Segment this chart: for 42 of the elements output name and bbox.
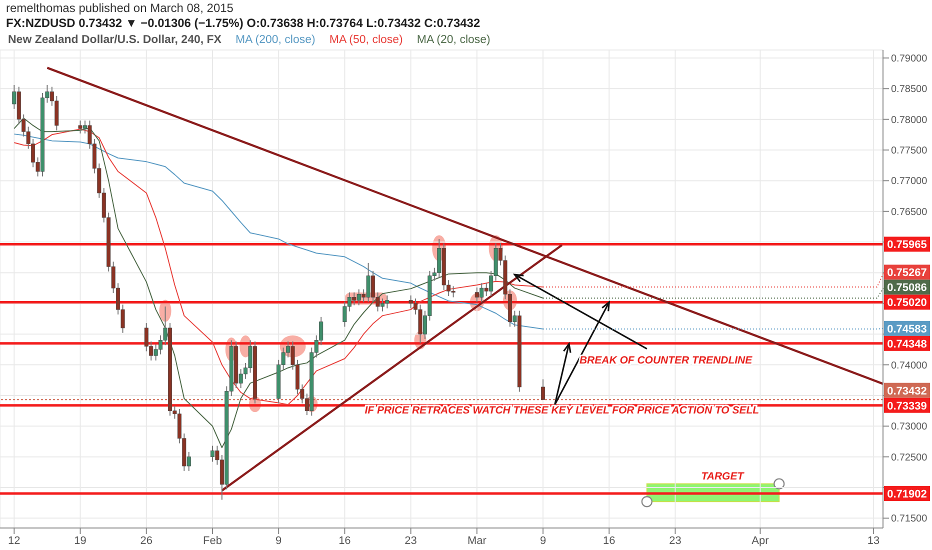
ref-line-label: 0.74348 — [887, 338, 927, 350]
x-tick-label: 19 — [74, 534, 86, 547]
x-tick-label: 9 — [276, 534, 282, 547]
text: MA (20, close) — [416, 33, 490, 47]
x-tick-label: 12 — [8, 534, 20, 547]
x-tick-label: 16 — [338, 534, 351, 547]
candlestick — [541, 378, 546, 400]
data-label: 0.75267 — [887, 267, 927, 280]
text: MA (200, close) — [235, 33, 316, 47]
x-tick-label: Mar — [467, 534, 487, 547]
text: MA (50, close) — [329, 33, 403, 47]
x-tick-label: 16 — [603, 534, 616, 547]
ref-line-label: 0.75965 — [887, 239, 927, 252]
ref-line-label: 0.71902 — [887, 488, 927, 501]
data-label: 0.74583 — [887, 323, 927, 336]
y-tick-label: 0.78500 — [891, 84, 928, 96]
y-tick-label: 0.78000 — [891, 114, 928, 126]
y-tick-label: 0.77000 — [891, 176, 928, 188]
x-tick-label: 13 — [867, 534, 880, 547]
annotation: BREAK OF COUNTER TRENDLINE — [579, 354, 754, 367]
x-tick-label: Feb — [203, 534, 222, 547]
y-tick-label: 0.76500 — [891, 206, 928, 218]
y-tick-label: 0.79000 — [891, 54, 928, 65]
text: remelthomas published on March 08, 2015 — [6, 1, 234, 16]
x-tick-label: 9 — [540, 534, 546, 547]
annotation: IF PRICE RETRACES WATCH THESE KEY LEVEL FOR PRICE ACTION TO SELL — [364, 404, 760, 416]
x-tick-label: 23 — [669, 534, 682, 547]
ref-line-label: 0.75020 — [887, 297, 927, 310]
y-tick-label: 0.77500 — [891, 146, 928, 157]
annotation: TARGET — [701, 470, 746, 483]
x-tick-label: 23 — [404, 534, 417, 547]
x-tick-label: 26 — [140, 534, 153, 547]
chart-subtitle: FX:NZDUSD 0.73432 ▼ −0.01306 (−1.75%) O:0.73638 H:0.73764 L:0.73432 C:0.73432 — [6, 16, 480, 31]
data-label: 0.75086 — [887, 282, 927, 294]
ref-line-label: 0.73339 — [887, 400, 927, 412]
x-tick-label: Apr — [752, 534, 770, 547]
y-tick-label: 0.71500 — [891, 514, 928, 525]
y-tick-label: 0.72500 — [891, 452, 928, 464]
ref-line-label: 0.73432 — [887, 385, 927, 398]
chart-title: New Zealand Dollar/U.S. Dollar, 240, FX — [8, 33, 222, 47]
y-tick-label: 0.73000 — [891, 422, 928, 433]
y-tick-label: 0.74000 — [891, 360, 928, 372]
